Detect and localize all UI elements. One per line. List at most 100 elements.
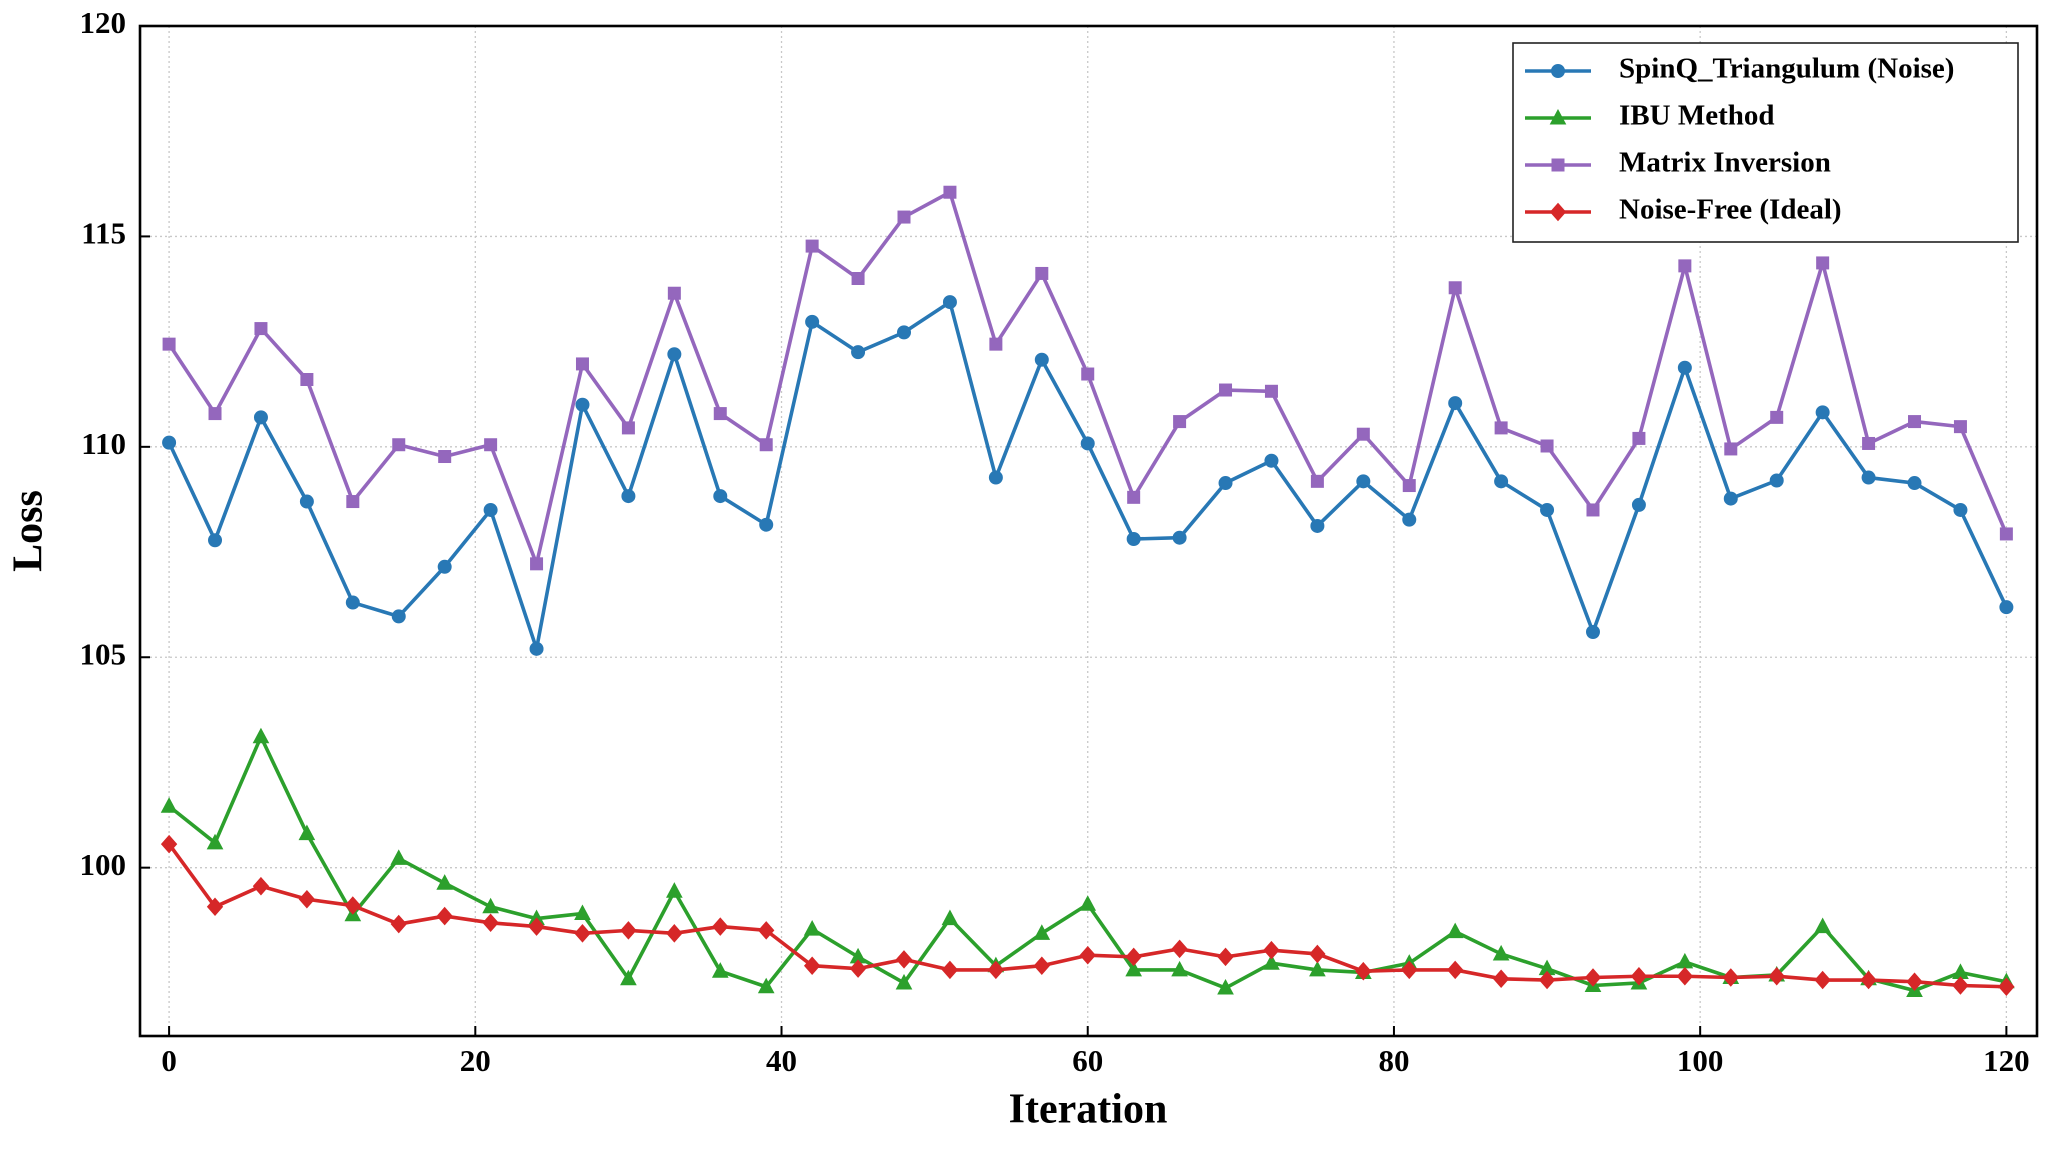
data-point xyxy=(1676,952,1694,969)
data-point xyxy=(1953,502,1968,517)
data-point xyxy=(1999,527,2013,541)
x-tick-label: 60 xyxy=(1072,1043,1103,1078)
data-point xyxy=(253,410,268,425)
data-point xyxy=(1264,453,1279,468)
data-point xyxy=(390,849,408,865)
plot-frame xyxy=(138,24,2039,1038)
data-point xyxy=(1080,436,1095,451)
data-point xyxy=(391,609,406,624)
data-point xyxy=(987,960,1005,980)
data-point xyxy=(897,325,912,340)
data-point xyxy=(1081,367,1095,381)
data-point xyxy=(484,438,498,452)
data-point xyxy=(1217,947,1234,967)
data-point xyxy=(1723,491,1738,506)
data-point xyxy=(298,889,316,909)
data-point xyxy=(1586,503,1600,517)
data-point xyxy=(1125,960,1143,977)
data-point xyxy=(988,470,1003,485)
legend-frame xyxy=(1512,42,2019,243)
data-point xyxy=(1815,405,1830,420)
data-point xyxy=(1402,479,1416,493)
data-point xyxy=(1448,281,1462,295)
legend-marker xyxy=(1551,64,1565,78)
data-point xyxy=(206,897,224,917)
legend-marker xyxy=(1551,158,1565,172)
data-point xyxy=(208,407,222,421)
data-point xyxy=(299,494,314,509)
data-point xyxy=(897,210,911,224)
data-point xyxy=(1173,415,1187,429)
data-point xyxy=(1540,502,1555,517)
data-point xyxy=(1816,256,1830,270)
data-point xyxy=(1446,922,1464,939)
data-point xyxy=(711,962,729,978)
x-axis-label: Iteration xyxy=(1009,1087,1168,1133)
data-point xyxy=(1217,978,1234,995)
data-point xyxy=(1585,625,1600,639)
data-point xyxy=(1079,945,1096,965)
data-point xyxy=(1494,474,1509,489)
data-point xyxy=(1219,383,1233,397)
legend-label: Matrix Inversion xyxy=(1619,147,1831,179)
data-point xyxy=(1309,944,1326,964)
data-point xyxy=(1722,968,1739,987)
data-point xyxy=(1814,970,1831,990)
data-point xyxy=(160,797,178,813)
data-point xyxy=(1906,972,1923,991)
data-point xyxy=(1264,384,1278,398)
data-point xyxy=(575,357,589,371)
data-point xyxy=(758,921,775,940)
data-point xyxy=(1125,947,1142,967)
data-point xyxy=(392,438,406,452)
data-point xyxy=(438,450,452,464)
y-tick-label: 110 xyxy=(81,426,126,461)
data-point xyxy=(1999,600,2014,615)
data-point xyxy=(1768,966,1785,986)
legend-marker xyxy=(1549,202,1567,222)
data-point xyxy=(1263,954,1280,970)
data-point xyxy=(941,960,959,980)
data-point xyxy=(1171,939,1188,959)
data-point xyxy=(1126,531,1141,546)
data-point xyxy=(1907,476,1922,491)
data-point xyxy=(1172,530,1187,545)
data-point xyxy=(1492,969,1510,989)
data-point xyxy=(575,397,590,412)
data-point xyxy=(574,924,591,943)
x-tick-label: 120 xyxy=(1983,1043,2030,1078)
data-point xyxy=(482,897,499,914)
data-point xyxy=(1263,940,1280,960)
data-point xyxy=(483,502,498,517)
data-point xyxy=(942,295,957,310)
data-point xyxy=(713,489,728,504)
data-point xyxy=(803,956,821,975)
y-axis-label: Loss xyxy=(6,490,52,572)
data-point xyxy=(1631,497,1646,512)
data-point xyxy=(482,913,499,933)
data-point xyxy=(1770,410,1784,424)
data-point xyxy=(1862,436,1876,450)
data-point xyxy=(252,727,270,744)
data-point xyxy=(254,322,268,336)
data-point xyxy=(759,438,773,452)
data-point xyxy=(1355,961,1372,981)
data-point xyxy=(300,373,314,386)
data-point xyxy=(621,489,636,504)
y-tick-label: 100 xyxy=(80,847,127,882)
data-point xyxy=(437,559,452,574)
data-point xyxy=(941,909,959,926)
data-point xyxy=(759,517,774,532)
data-point xyxy=(160,834,178,854)
data-point xyxy=(805,239,819,253)
data-point xyxy=(1310,518,1325,533)
x-tick-label: 20 xyxy=(460,1043,491,1078)
data-point xyxy=(895,950,913,969)
data-point xyxy=(1079,895,1097,911)
data-point xyxy=(620,921,637,940)
legend: SpinQ_Triangulum (Noise) IBU Method Matrix… xyxy=(1512,42,2019,243)
data-point xyxy=(345,595,360,610)
legend-label: Noise-Free (Ideal) xyxy=(1619,194,1842,226)
data-point xyxy=(1447,960,1464,980)
x-tick-label: 80 xyxy=(1378,1043,1409,1078)
